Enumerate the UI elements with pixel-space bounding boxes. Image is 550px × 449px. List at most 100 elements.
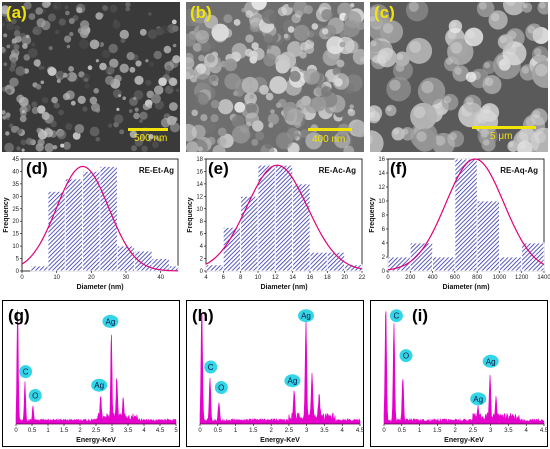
sem-grain xyxy=(58,109,64,116)
sem-grain xyxy=(530,108,548,126)
histogram-bar xyxy=(82,170,101,272)
scale-bar-c xyxy=(472,126,536,129)
sem-grain xyxy=(323,24,337,38)
element-bubble xyxy=(214,381,228,394)
y-tick-label: 18 xyxy=(196,157,203,163)
sem-highlight xyxy=(522,3,528,9)
element-bubble xyxy=(19,365,33,379)
sem-grain xyxy=(108,123,113,128)
sem-grain xyxy=(212,144,226,152)
sem-grain xyxy=(245,10,253,18)
sem-highlight xyxy=(499,36,507,44)
sem-grain xyxy=(14,126,20,131)
scale-text-a: 500 nm xyxy=(134,133,168,144)
sem-grain xyxy=(343,145,355,152)
element-bubble xyxy=(28,389,42,402)
x-tick-label: 1.5 xyxy=(433,428,442,434)
x-tick-label: 4 xyxy=(142,428,146,434)
sem-grain xyxy=(38,65,43,70)
sem-grain xyxy=(20,139,27,146)
sem-grain xyxy=(101,49,111,59)
sem-grain xyxy=(288,2,294,8)
sem-highlight xyxy=(408,2,419,12)
sem-grain xyxy=(35,7,43,15)
gaussian-fit-line xyxy=(387,158,545,271)
sem-grain xyxy=(95,136,101,142)
x-tick-label: 400 xyxy=(428,275,439,281)
sem-grain xyxy=(51,96,58,104)
sem-grain xyxy=(36,18,46,28)
sem-grain xyxy=(158,138,162,142)
sem-grain xyxy=(212,80,218,87)
sem-grain xyxy=(463,94,482,113)
spectrum-trace xyxy=(15,309,177,425)
sem-grain xyxy=(275,102,282,108)
sem-grain xyxy=(249,22,260,33)
eds-svg-h: 0 0.5 1 1.5 2 2.5 3 3.5 4 4.5 Energy-KeV C O Ag Ag xyxy=(186,300,365,447)
sem-grain xyxy=(40,80,45,85)
element-bubble xyxy=(482,354,499,368)
sem-grain xyxy=(99,62,107,71)
histogram-bar xyxy=(116,245,136,272)
sem-grain xyxy=(379,20,404,44)
sem-grain xyxy=(152,141,159,149)
sem-grain xyxy=(119,63,129,73)
sem-grain xyxy=(224,58,238,72)
sem-grain xyxy=(107,66,115,74)
histogram-bar xyxy=(344,264,363,272)
sem-grain xyxy=(410,102,438,130)
sem-grain xyxy=(172,55,180,64)
sem-grain xyxy=(116,107,120,111)
sem-grain xyxy=(31,106,39,115)
sem-grain xyxy=(44,143,54,152)
sem-grain xyxy=(64,35,72,43)
sem-highlight xyxy=(521,66,530,74)
sem-grain xyxy=(198,93,209,105)
sem-grain xyxy=(464,27,484,47)
sem-grain xyxy=(135,60,142,67)
sem-grain xyxy=(47,13,56,22)
panel-label-a: (a) xyxy=(6,3,27,22)
y-tick-label: 2 xyxy=(382,255,386,261)
histogram-bar xyxy=(99,166,118,272)
x-tick-label: 4 xyxy=(525,428,529,434)
y-tick-label: 0 xyxy=(382,269,386,275)
sem-grain xyxy=(64,5,69,10)
sem-grain xyxy=(31,101,38,108)
sem-grain xyxy=(334,78,343,87)
sem-grain xyxy=(448,19,463,34)
histogram-bar xyxy=(64,178,83,272)
y-tick-label: 10 xyxy=(196,207,203,213)
histogram-bar xyxy=(476,200,500,272)
sem-grain xyxy=(405,2,429,22)
sem-grain xyxy=(192,42,202,52)
sem-highlight xyxy=(450,41,463,54)
sem-grain xyxy=(196,74,212,90)
histogram-bar xyxy=(498,256,523,272)
sem-grain xyxy=(476,2,495,18)
sem-grain xyxy=(530,127,548,152)
sem-grain xyxy=(102,5,109,12)
element-label: O xyxy=(403,352,409,361)
sem-grain xyxy=(16,146,21,151)
sem-grain xyxy=(10,62,17,68)
sem-grain xyxy=(14,25,21,31)
sem-highlight xyxy=(443,96,452,104)
sem-highlight xyxy=(508,141,514,148)
sem-image-b: (b) 400 nm xyxy=(186,2,364,152)
sem-highlight xyxy=(421,80,434,94)
sem-grain xyxy=(525,23,543,42)
sem-grain xyxy=(23,54,31,61)
histogram-d: 0 10 20 30 40 0 5 10 15 20 25 30 35 40 45 Diameter (nm)… xyxy=(2,155,184,293)
sem-grain xyxy=(264,140,274,150)
x-tick-label: 20 xyxy=(88,275,95,281)
sem-grain xyxy=(118,94,122,98)
sem-grain xyxy=(19,32,26,39)
element-label: C xyxy=(23,368,29,377)
sem-grain xyxy=(119,29,129,40)
y-tick-label: 14 xyxy=(196,182,203,188)
y-tick-label: 15 xyxy=(12,232,19,238)
sem-grain xyxy=(6,22,15,31)
sem-grain xyxy=(163,45,172,54)
sem-grain xyxy=(488,10,508,30)
